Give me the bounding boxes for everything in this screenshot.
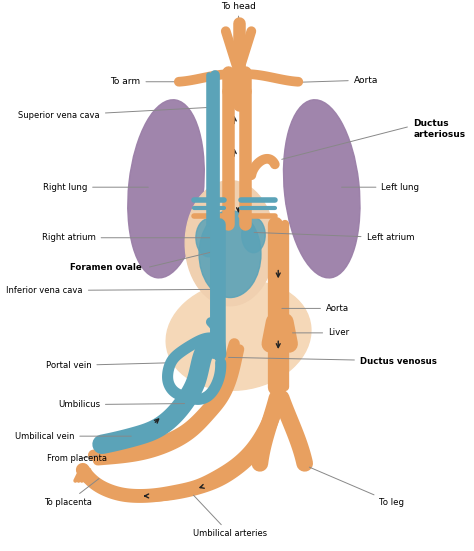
Text: To leg: To leg (310, 467, 404, 507)
Text: To arm: To arm (110, 77, 182, 87)
Ellipse shape (128, 100, 204, 278)
Text: Right atrium: Right atrium (42, 233, 210, 242)
Text: Left lung: Left lung (342, 183, 419, 192)
Text: Left atrium: Left atrium (254, 233, 414, 242)
Text: Umbilicus: Umbilicus (58, 400, 184, 409)
Text: Umbilical arteries: Umbilical arteries (193, 495, 267, 538)
Ellipse shape (196, 219, 221, 257)
Ellipse shape (283, 100, 360, 278)
Text: Ductus venosus: Ductus venosus (360, 356, 437, 366)
Text: Portal vein: Portal vein (46, 361, 167, 370)
Text: Aorta: Aorta (282, 304, 349, 313)
Ellipse shape (185, 181, 275, 306)
Text: Superior vena cava: Superior vena cava (18, 107, 209, 120)
Text: From placenta: From placenta (46, 455, 107, 463)
Ellipse shape (242, 217, 265, 253)
Text: Umbilical vein: Umbilical vein (15, 431, 131, 441)
Text: Ductus
arteriosus: Ductus arteriosus (413, 120, 465, 139)
Text: Inferior vena cava: Inferior vena cava (6, 286, 212, 295)
Text: Liver: Liver (292, 328, 349, 337)
Text: Aorta: Aorta (284, 75, 378, 85)
Text: To head: To head (221, 2, 256, 20)
Ellipse shape (199, 210, 261, 298)
Ellipse shape (166, 281, 311, 390)
Text: Right lung: Right lung (43, 183, 148, 192)
Text: Foramen ovale: Foramen ovale (70, 263, 142, 272)
Text: To placenta: To placenta (44, 479, 99, 507)
